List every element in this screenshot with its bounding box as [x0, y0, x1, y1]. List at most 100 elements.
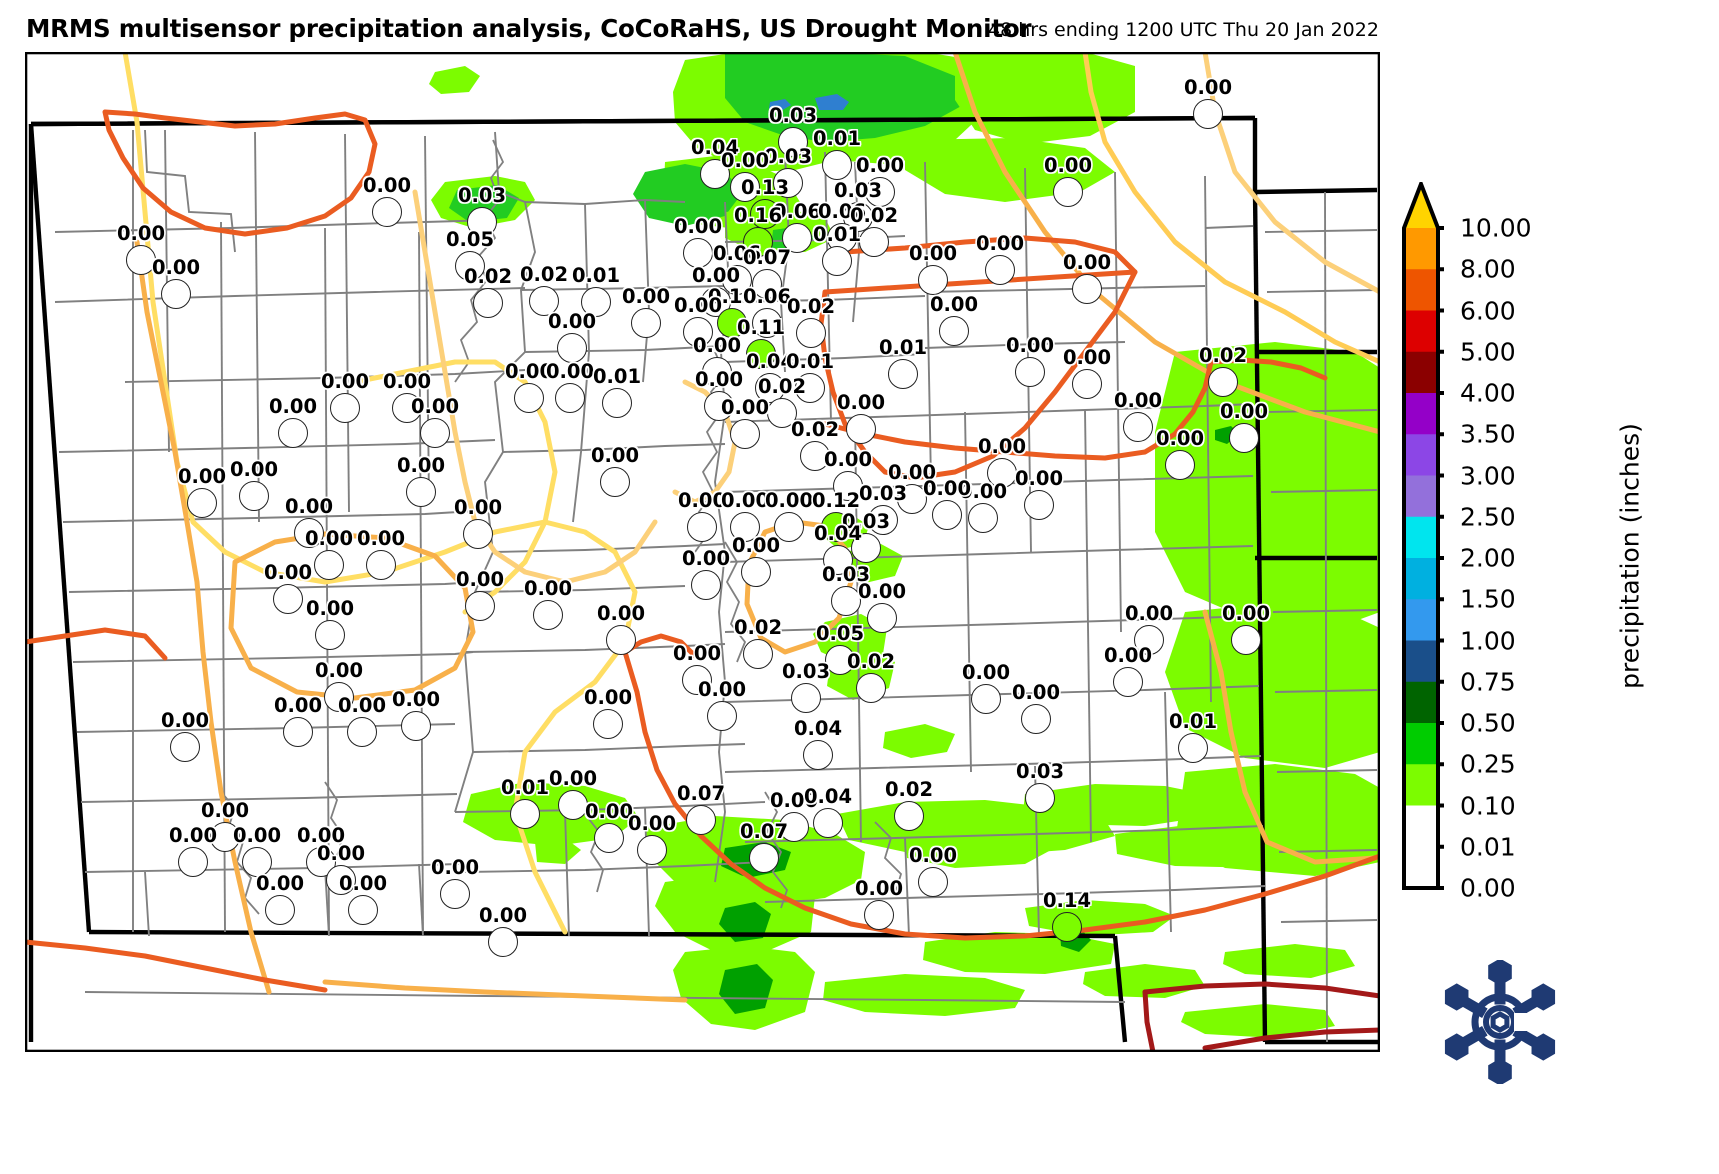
station-observation[interactable]: 0.07: [743, 246, 791, 299]
station-observation[interactable]: 0.00: [732, 534, 780, 587]
station-observation[interactable]: 0.02: [734, 616, 782, 669]
station-observation[interactable]: 0.00: [339, 872, 387, 925]
station-observation[interactable]: 0.00: [1220, 400, 1268, 453]
station-observation[interactable]: 0.07: [677, 782, 725, 835]
station-observation[interactable]: 0.00: [678, 489, 726, 542]
station-observation[interactable]: 0.00: [909, 844, 957, 897]
station-observation[interactable]: 0.00: [230, 458, 278, 511]
station-observation[interactable]: 0.03: [764, 145, 812, 198]
station-observation[interactable]: 0.00: [1063, 251, 1111, 304]
station-observation[interactable]: 0.00: [1114, 389, 1162, 442]
station-observation[interactable]: 0.00: [909, 242, 957, 295]
station-observation[interactable]: 0.00: [692, 264, 740, 317]
station-observation[interactable]: 0.00: [264, 561, 312, 614]
station-observation[interactable]: 0.05: [446, 228, 494, 281]
station-observation[interactable]: 0.00: [959, 480, 1007, 533]
station-observation[interactable]: 0.00: [169, 824, 217, 877]
station-observation[interactable]: 0.02: [885, 778, 933, 831]
station-observation[interactable]: 0.00: [297, 824, 345, 877]
station-observation[interactable]: 0.00: [1012, 681, 1060, 734]
station-observation[interactable]: 0.00: [978, 435, 1026, 488]
station-observation[interactable]: 0.12: [812, 489, 860, 542]
station-observation[interactable]: 0.13: [741, 176, 789, 229]
station-observation[interactable]: 0.02: [791, 418, 839, 471]
station-observation[interactable]: 0.00: [317, 842, 365, 895]
station-observation[interactable]: 0.00: [1044, 154, 1092, 207]
station-observation[interactable]: 0.00: [411, 395, 459, 448]
station-observation[interactable]: 0.00: [117, 222, 165, 275]
station-observation[interactable]: 0.00: [256, 872, 304, 925]
station-observation[interactable]: 0.00: [1222, 602, 1270, 655]
station-observation[interactable]: 0.01: [879, 336, 927, 389]
station-observation[interactable]: 0.00: [152, 256, 200, 309]
station-observation[interactable]: 0.03: [859, 482, 907, 535]
station-observation[interactable]: 0.00: [1015, 467, 1063, 520]
station-observation[interactable]: 0.00: [201, 799, 249, 852]
station-observation[interactable]: 0.02: [787, 295, 835, 348]
station-observation[interactable]: 0.00: [321, 370, 369, 423]
station-observation[interactable]: 0.00: [721, 149, 769, 202]
station-observation[interactable]: 0.02: [850, 204, 898, 257]
station-observation[interactable]: 0.00: [695, 368, 743, 421]
station-observation[interactable]: 0.04: [794, 717, 842, 770]
station-observation[interactable]: 0.01: [786, 350, 834, 403]
station-observation[interactable]: 0.01: [1169, 710, 1217, 763]
station-observation[interactable]: 0.00: [274, 694, 322, 747]
station-observation[interactable]: 0.00: [888, 461, 936, 514]
station-observation[interactable]: 0.02: [1199, 344, 1247, 397]
station-observation[interactable]: 0.00: [178, 465, 226, 518]
station-observation[interactable]: 0.03: [769, 104, 817, 157]
station-observation[interactable]: 0.03: [782, 660, 830, 713]
station-observation[interactable]: 0.02: [847, 650, 895, 703]
station-observation[interactable]: 0.00: [856, 154, 904, 207]
station-observation[interactable]: 0.11: [737, 316, 785, 369]
station-observation[interactable]: 0.00: [674, 294, 722, 347]
station-observation[interactable]: 0.00: [305, 527, 353, 580]
station-observation[interactable]: 0.00: [285, 495, 333, 548]
station-observation[interactable]: 0.00: [357, 527, 405, 580]
station-observation[interactable]: 0.00: [479, 904, 527, 957]
station-observation[interactable]: 0.00: [315, 659, 363, 712]
station-observation[interactable]: 0.01: [593, 365, 641, 418]
station-observation[interactable]: 0.14: [1043, 889, 1091, 942]
station-observation[interactable]: 0.00: [505, 360, 553, 413]
station-observation[interactable]: 0.00: [269, 395, 317, 448]
station-observation[interactable]: 0.00: [682, 547, 730, 600]
station-observation[interactable]: 0.00: [548, 310, 596, 363]
station-observation[interactable]: 0.00: [721, 489, 769, 542]
station-observation[interactable]: 0.00: [546, 360, 594, 413]
station-observation[interactable]: 0.00: [1104, 644, 1152, 697]
station-observation[interactable]: 0.16: [734, 204, 782, 257]
station-observation[interactable]: 0.00: [456, 568, 504, 621]
station-observation[interactable]: 0.00: [1063, 346, 1111, 399]
station-observation[interactable]: 0.00: [674, 215, 722, 268]
station-observation[interactable]: 0.00: [1125, 602, 1173, 655]
station-observation[interactable]: 0.00: [383, 370, 431, 423]
station-observation[interactable]: 0.01: [813, 223, 861, 276]
station-observation[interactable]: 0.00: [976, 232, 1024, 285]
station-observation[interactable]: 0.00: [591, 444, 639, 497]
station-observation[interactable]: 0.00: [628, 812, 676, 865]
station-observation[interactable]: 0.00: [858, 580, 906, 633]
station-observation[interactable]: 0.03: [1016, 760, 1064, 813]
station-observation[interactable]: 0.00: [549, 767, 597, 820]
station-observation[interactable]: 0.01: [501, 776, 549, 829]
station-observation[interactable]: 0.04: [804, 785, 852, 838]
station-observation[interactable]: 0.00: [363, 174, 411, 227]
station-observation[interactable]: 0.07: [740, 820, 788, 873]
station-observation[interactable]: 0.04: [691, 136, 739, 189]
station-observation[interactable]: 0.00: [1006, 334, 1054, 387]
station-observation[interactable]: 0.03: [458, 184, 506, 237]
station-observation[interactable]: 0.00: [306, 597, 354, 650]
station-observation[interactable]: 0.04: [814, 522, 862, 575]
station-observation[interactable]: 0.00: [584, 686, 632, 739]
station-observation[interactable]: 0.00: [1184, 76, 1232, 129]
station-observation[interactable]: 0.00: [397, 454, 445, 507]
station-observation[interactable]: 0.00: [765, 489, 813, 542]
station-observation[interactable]: 0.00: [161, 709, 209, 762]
station-observation[interactable]: 0.00: [855, 877, 903, 930]
station-observation[interactable]: 0.06: [713, 242, 761, 295]
station-observation[interactable]: 0.01: [813, 127, 861, 180]
station-observation[interactable]: 0.00: [930, 293, 978, 346]
station-observation[interactable]: 0.00: [1156, 427, 1204, 480]
